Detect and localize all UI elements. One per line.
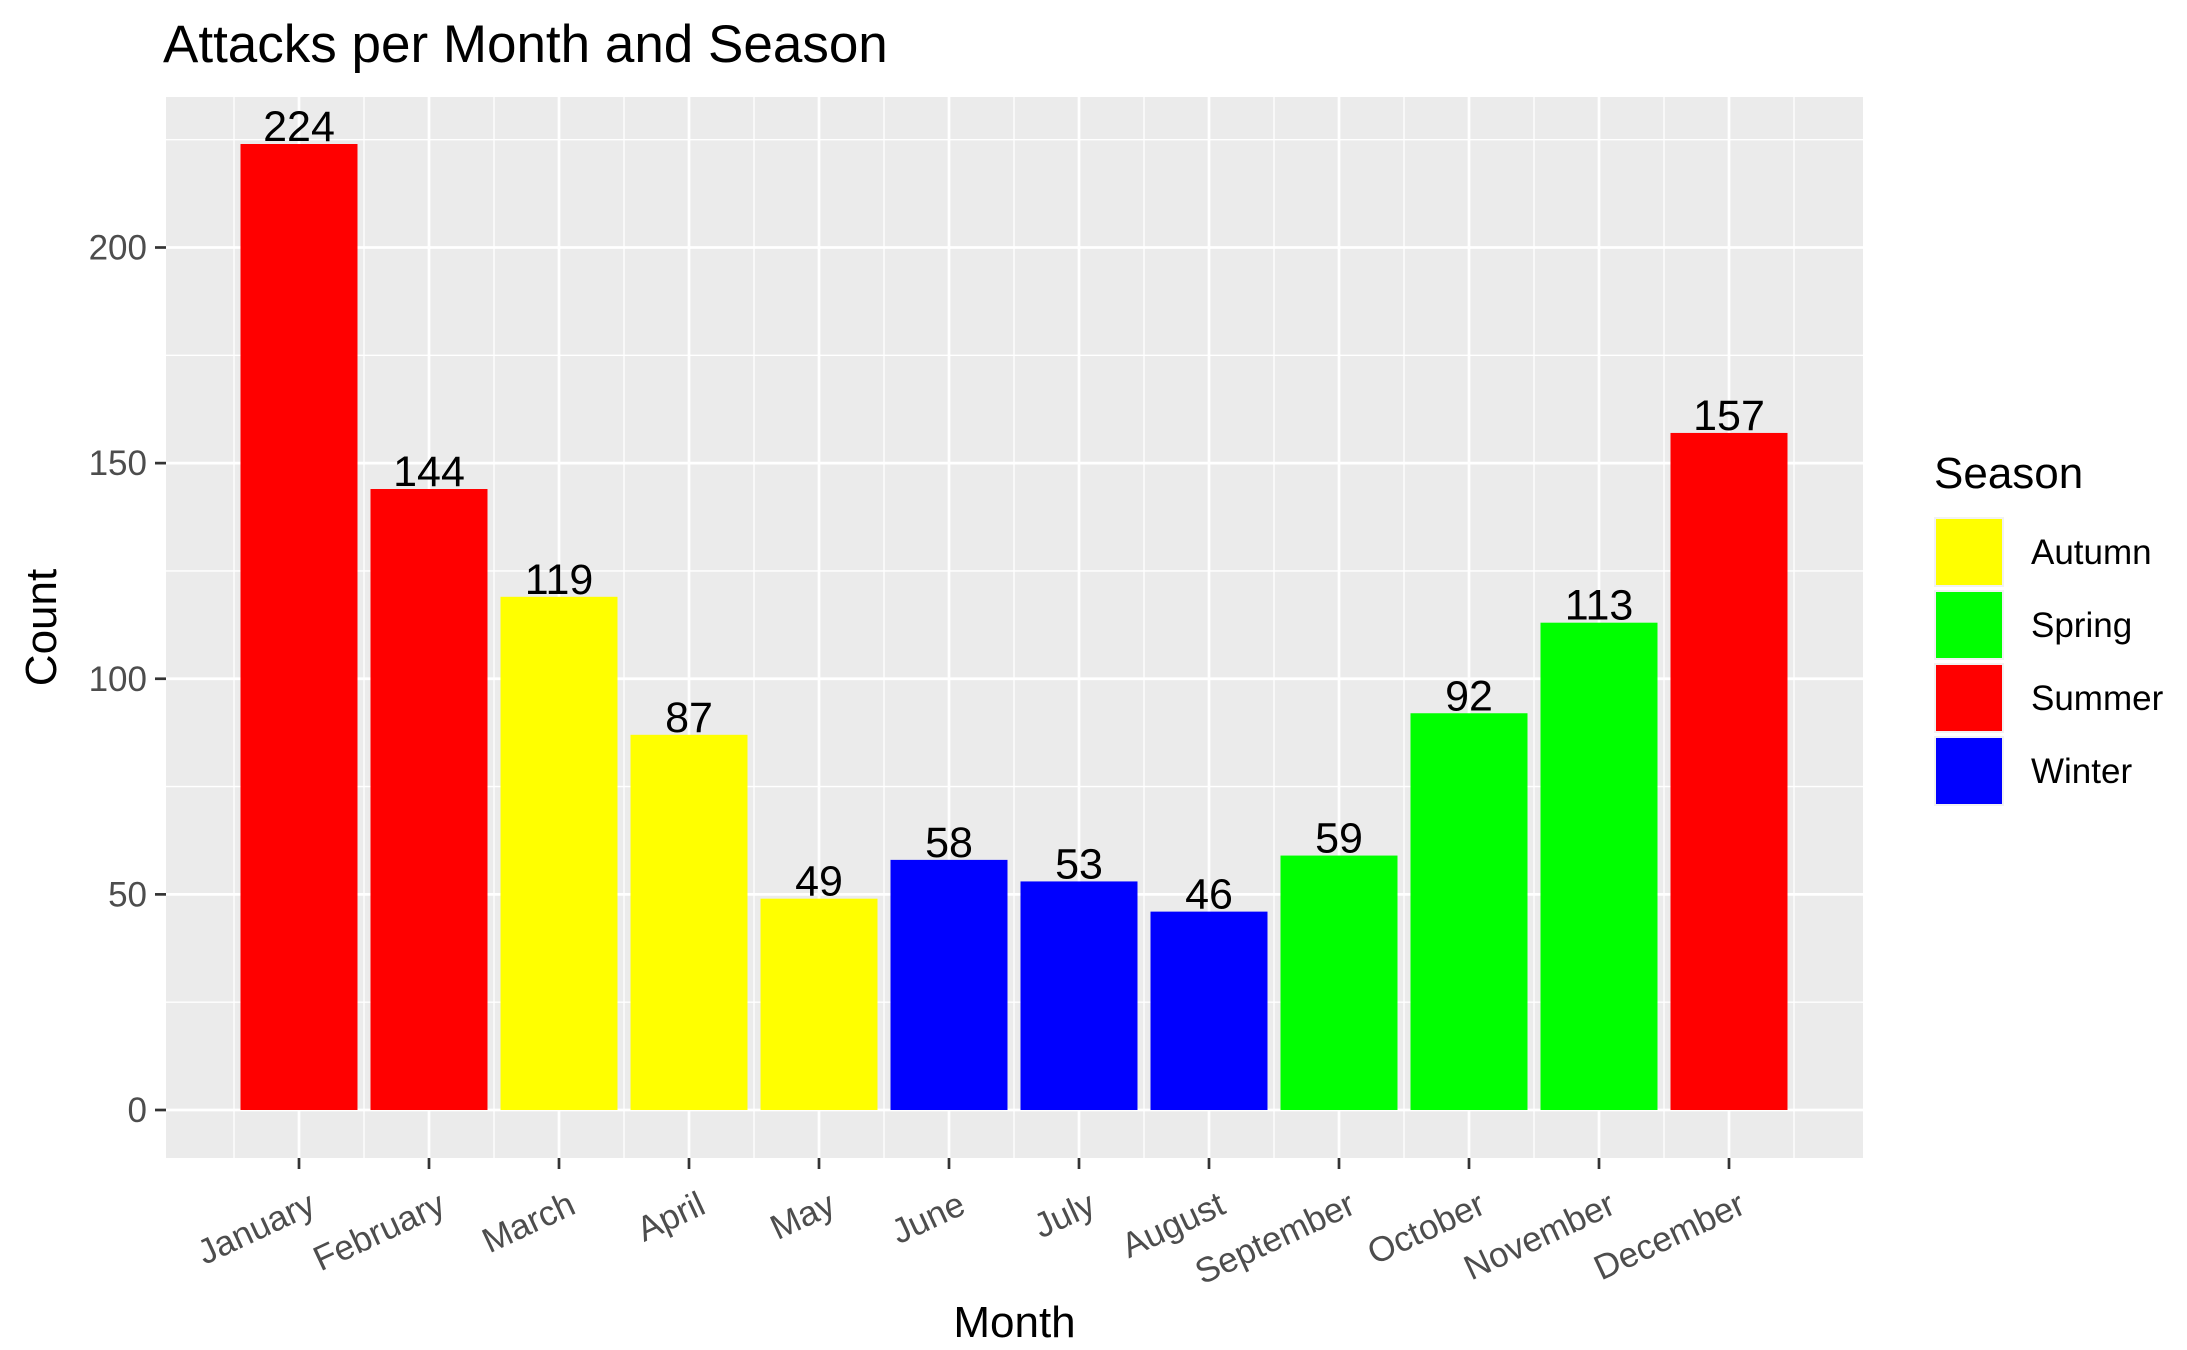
bar-september <box>1280 855 1398 1110</box>
bar-december <box>1670 432 1788 1110</box>
y-axis-title: Count <box>17 569 66 686</box>
bar-february <box>370 489 488 1110</box>
legend-label-winter: Winter <box>2031 752 2132 791</box>
y-tick-label: 200 <box>89 229 147 268</box>
legend-label-summer: Summer <box>2031 679 2164 718</box>
bar-april <box>630 734 748 1110</box>
legend-label-autumn: Autumn <box>2031 533 2152 572</box>
bars <box>240 144 1788 1110</box>
data-label-november: 113 <box>1565 582 1634 630</box>
data-labels: 224 144 119 87 49 58 53 46 59 92 113 157 <box>263 103 1765 919</box>
bar-may <box>760 898 878 1110</box>
data-label-may: 49 <box>795 858 843 906</box>
y-tick-label: 50 <box>108 875 147 914</box>
legend-swatch-spring <box>1936 592 2002 658</box>
bar-june <box>890 859 1008 1110</box>
bar-october <box>1410 713 1528 1110</box>
data-label-february: 144 <box>393 448 465 496</box>
x-axis-title: Month <box>953 1298 1075 1347</box>
data-label-april: 87 <box>665 694 713 742</box>
data-label-september: 59 <box>1315 815 1363 863</box>
legend-label-spring: Spring <box>2031 606 2132 645</box>
bar-november <box>1540 622 1658 1110</box>
data-label-august: 46 <box>1185 871 1233 919</box>
data-label-december: 157 <box>1693 392 1765 440</box>
y-tick-label: 0 <box>128 1091 147 1130</box>
data-label-march: 119 <box>525 556 594 604</box>
legend-swatch-autumn <box>1936 519 2002 585</box>
data-label-june: 58 <box>925 819 973 867</box>
bar-july <box>1020 881 1138 1110</box>
y-axis: 0 50 100 150 200 <box>89 229 166 1130</box>
bar-august <box>1150 911 1268 1110</box>
bar-january <box>240 144 358 1110</box>
y-tick-label: 100 <box>89 660 147 699</box>
y-tick-label: 150 <box>89 444 147 483</box>
chart-title: Attacks per Month and Season <box>163 15 888 74</box>
bar-march <box>500 596 618 1110</box>
data-label-october: 92 <box>1445 672 1493 720</box>
legend-title: Season <box>1934 449 2083 498</box>
legend-swatch-winter <box>1936 738 2002 804</box>
data-label-july: 53 <box>1055 840 1103 888</box>
legend-swatch-summer <box>1936 665 2002 731</box>
data-label-january: 224 <box>263 103 335 151</box>
legend: Season Autumn Spring Summer Winter <box>1934 449 2164 806</box>
